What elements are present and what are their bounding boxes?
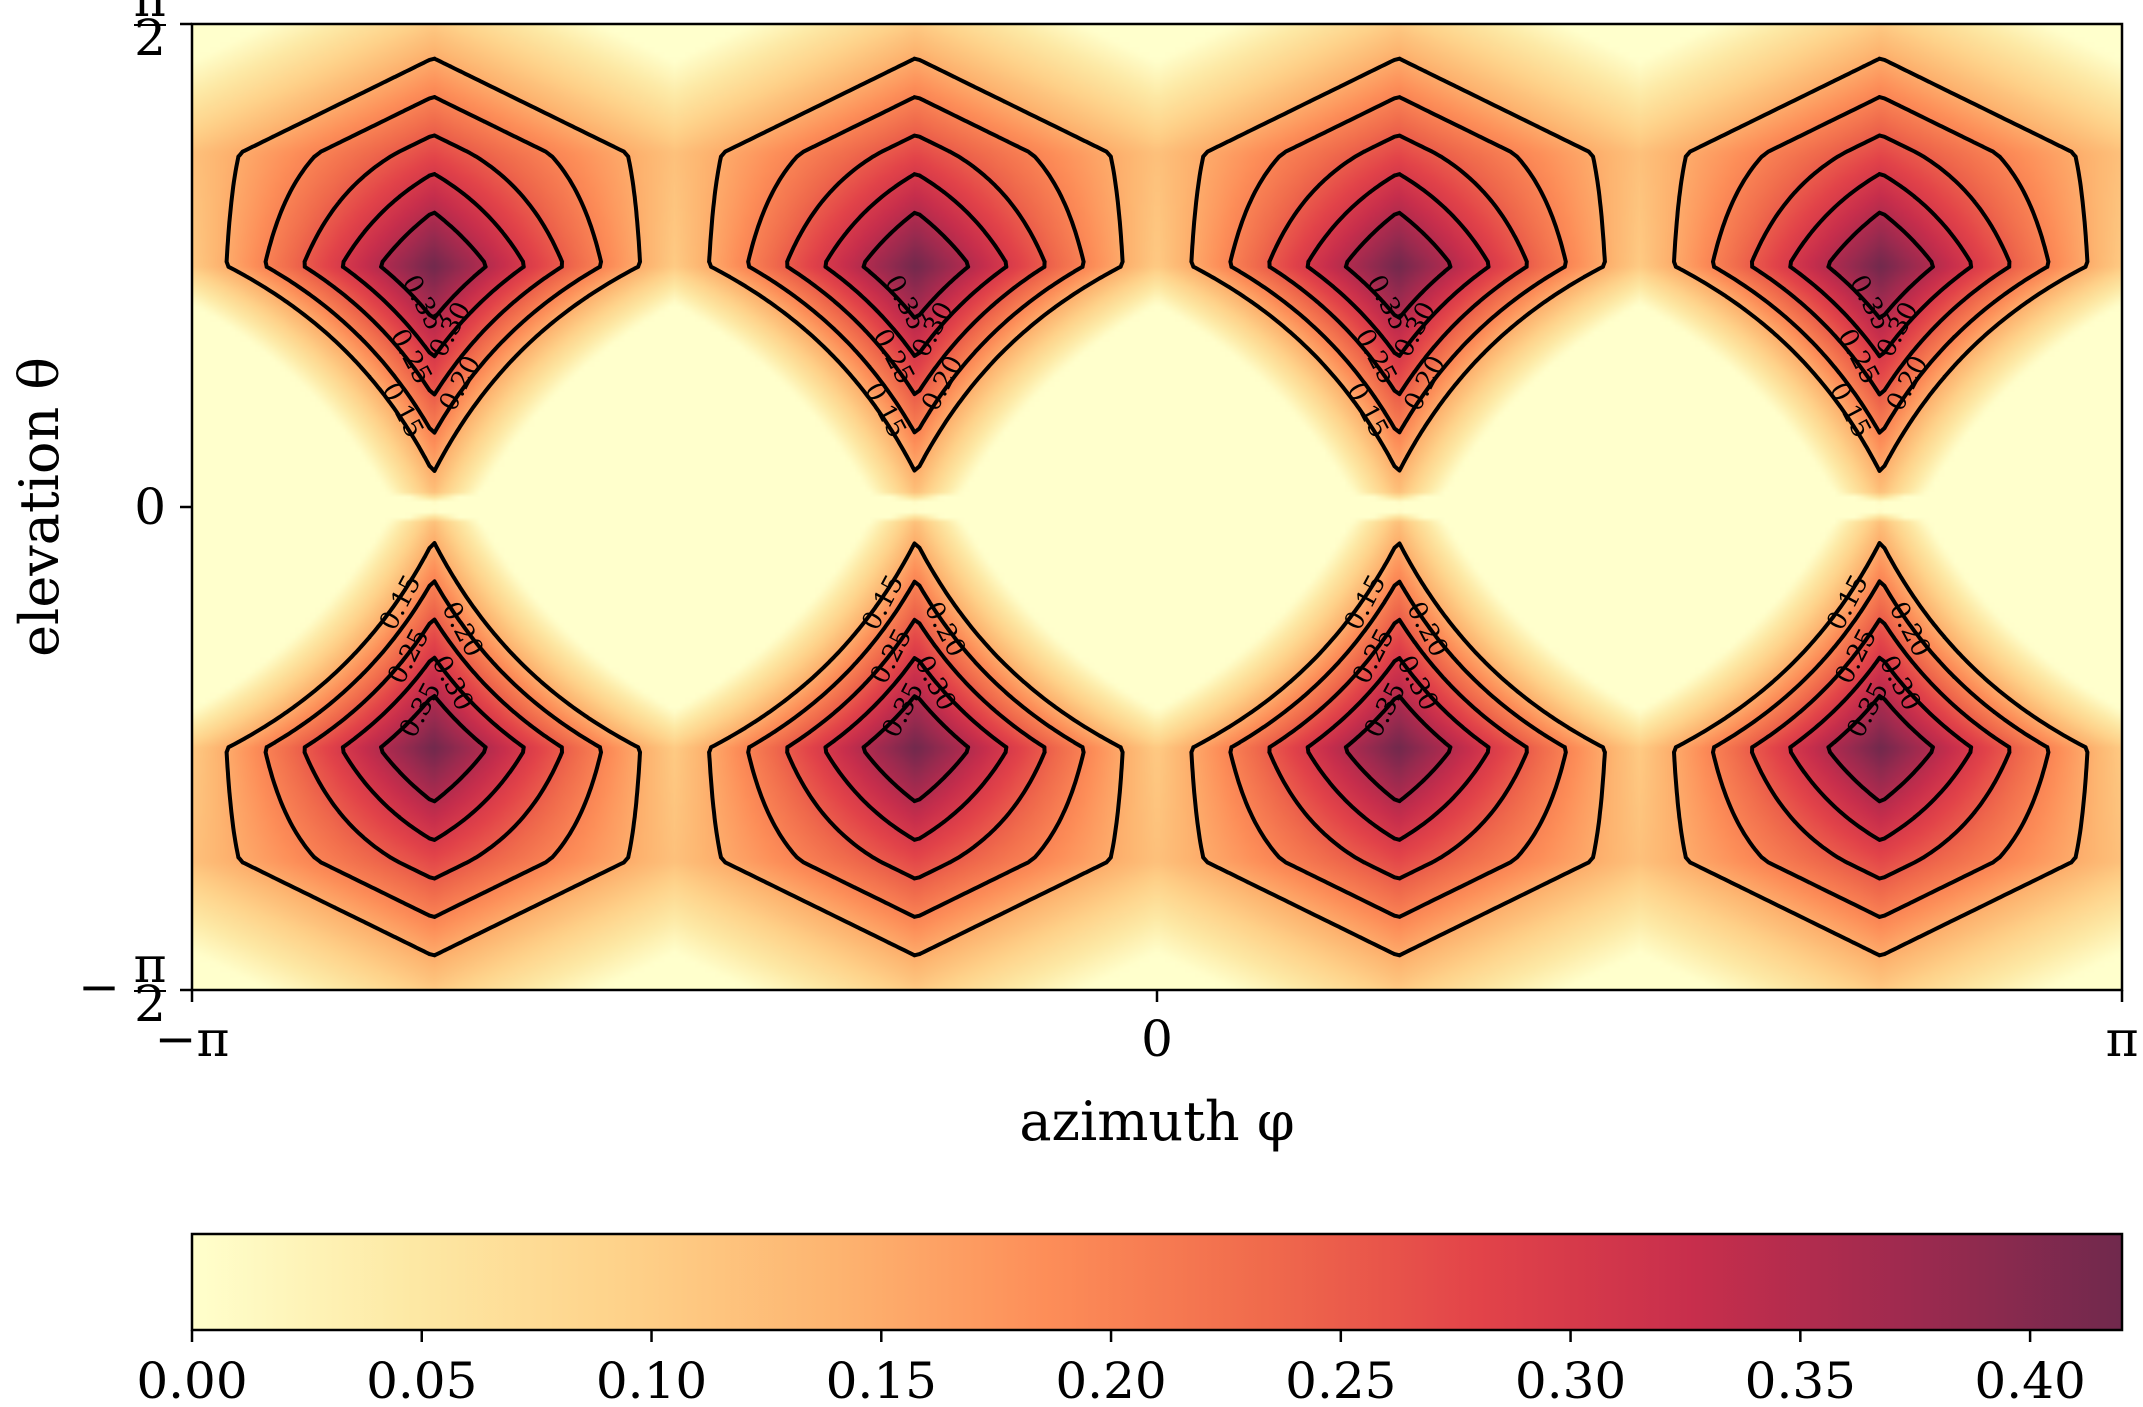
colorbar-tick-label: 0.00 <box>136 1352 247 1407</box>
contour-lines <box>224 56 2090 958</box>
colorbar: 0.00 0.05 0.10 0.15 0.20 0.25 0.30 0.35 0.40 <box>136 1232 2124 1407</box>
y-axis: π20−π2 <box>78 0 192 1033</box>
colorbar-ticks: 0.00 0.05 0.10 0.15 0.20 0.25 0.30 0.35 0.40 <box>136 1330 2086 1407</box>
colorbar-tick-label: 0.05 <box>366 1352 477 1407</box>
heatmap-image <box>192 24 2122 990</box>
x-axis-label: azimuth φ <box>1019 1090 1294 1153</box>
y-tick-label: 0 <box>134 478 166 536</box>
colorbar-tick-label: 0.40 <box>1974 1352 2085 1407</box>
contour-line-0.25 <box>302 133 2012 881</box>
x-tick-label: π <box>2106 1010 2139 1068</box>
contour-line-0.15 <box>224 56 2090 958</box>
y-tick-sign: − <box>78 958 120 1016</box>
y-tick-denominator: 2 <box>134 975 166 1033</box>
colorbar-tick-label: 0.20 <box>1055 1352 1166 1407</box>
x-tick-label: 0 <box>1141 1010 1173 1068</box>
contour-line-0.35 <box>379 210 1935 804</box>
y-tick-denominator: 2 <box>134 9 166 67</box>
colorbar-tick-label: 0.25 <box>1285 1352 1396 1407</box>
contour-line-0.30 <box>340 172 1974 842</box>
y-tick-numerator: π <box>134 936 167 994</box>
colorbar-tick-label: 0.30 <box>1515 1352 1626 1407</box>
x-axis: −π 0 π <box>155 990 2139 1068</box>
y-axis-label: elevation θ <box>8 357 71 657</box>
y-tick-numerator: π <box>134 0 167 28</box>
colorbar-tick-label: 0.15 <box>826 1352 937 1407</box>
contour-line-0.20 <box>263 95 2051 919</box>
heatmap-plot: 0.15 0.200.250.300.350.15 0.200.250.300.35… <box>190 22 2124 992</box>
colorbar-tick-label: 0.35 <box>1745 1352 1856 1407</box>
colorbar-tick-label: 0.10 <box>596 1352 707 1407</box>
colorbar-gradient <box>190 1232 2124 1332</box>
x-tick-label: −π <box>155 1010 230 1068</box>
